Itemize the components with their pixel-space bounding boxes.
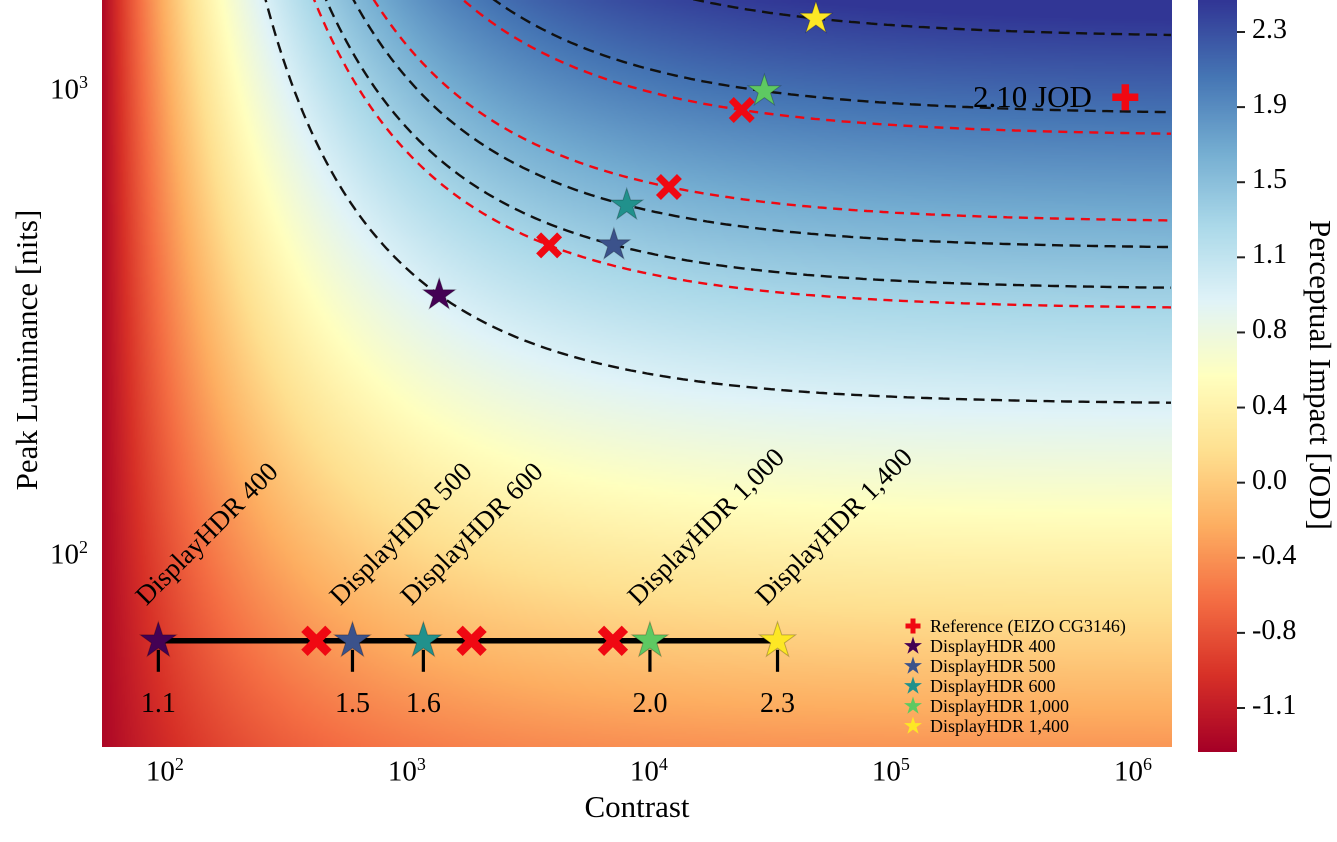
jod-line-value: 2.3: [760, 688, 796, 719]
colorbar-tick-label: 0.0: [1252, 464, 1287, 496]
colorbar-tick-label: -0.4: [1252, 539, 1297, 571]
colorbar-label: Perceptual Impact [JOD]: [1303, 220, 1337, 530]
reference-match-x-marker-line: [301, 625, 332, 656]
x-tick-label: 104: [629, 754, 668, 788]
display-star-marker-line: [332, 620, 373, 658]
x-tick-label: 106: [1113, 754, 1152, 788]
reference-plus-marker: [1112, 84, 1139, 111]
jod-line-value: 2.0: [632, 688, 668, 719]
legend-item: DisplayHDR 1,000: [898, 696, 1126, 716]
legend: Reference (EIZO CG3146) DisplayHDR 400 Dis…: [898, 616, 1126, 736]
colorbar-tick-label: -1.1: [1252, 689, 1297, 721]
display-star-marker-line: [757, 620, 798, 658]
display-star-marker-line: [403, 620, 443, 658]
display-star-marker-line: [138, 620, 178, 658]
x-tick-label: 103: [387, 754, 426, 788]
legend-item-label: DisplayHDR 600: [930, 676, 1056, 696]
display-star-marker: [798, 0, 834, 34]
iso-jod-contour-displayhdr-500: [324, 0, 1171, 289]
legend-item: Reference (EIZO CG3146): [898, 616, 1126, 636]
display-star-marker: [609, 186, 645, 221]
legend-marker-shape: [904, 696, 922, 714]
legend-item: DisplayHDR 600: [898, 676, 1126, 696]
colorbar-tick-label: 1.9: [1252, 89, 1287, 121]
reference-match-x-marker-line: [456, 625, 487, 656]
jod-line-value: 1.1: [140, 688, 176, 719]
reference-jod-annotation: 2.10 JOD: [973, 79, 1092, 114]
iso-jod-contour-reference-match-3: [461, 0, 1171, 135]
legend-marker-shape: [904, 676, 922, 694]
legend-marker-shape: [904, 656, 922, 674]
legend-item: DisplayHDR 500: [898, 656, 1126, 676]
iso-jod-contour-reference-match-1: [312, 0, 1172, 309]
reference-match-x-marker: [536, 232, 563, 259]
jod-line-value: 1.6: [405, 688, 441, 719]
colorbar-tick-label: 0.4: [1252, 389, 1287, 421]
colorbar-tick-label: 1.1: [1252, 239, 1287, 271]
y-tick-label: 103: [50, 72, 88, 106]
colorbar-tick-label: 1.5: [1252, 164, 1287, 196]
iso-jod-contour-displayhdr-1-400: [691, 0, 1172, 37]
legend-item-label: DisplayHDR 1,400: [930, 716, 1069, 736]
legend-star-icon: [904, 696, 922, 714]
legend-item-label: DisplayHDR 500: [930, 656, 1056, 676]
colorbar-tick-label: 0.8: [1252, 314, 1287, 346]
display-star-marker: [746, 72, 783, 107]
display-star-marker-line: [630, 620, 670, 658]
legend-plus-icon: [905, 618, 921, 634]
legend-star-icon: [904, 636, 922, 654]
x-tick-label: 105: [871, 754, 910, 788]
jod-heatmap: [102, 0, 1172, 747]
legend-marker-shape: [905, 618, 921, 634]
iso-jod-contour-reference-match-2: [372, 0, 1171, 222]
x-tick-label: 102: [145, 754, 184, 788]
display-star-marker: [596, 226, 632, 261]
colorbar-tick-label: -0.8: [1252, 614, 1297, 646]
legend-star-icon: [904, 656, 922, 674]
jod-line-value: 1.5: [334, 688, 370, 719]
reference-match-x-marker: [655, 173, 682, 200]
colorbar-tick-label: 2.3: [1252, 14, 1287, 45]
iso-jod-contour-displayhdr-600: [352, 0, 1171, 249]
legend-star-icon: [904, 676, 922, 694]
legend-marker-shape: [904, 716, 922, 734]
legend-item-label: DisplayHDR 400: [930, 636, 1056, 656]
y-axis-label: Peak Luminance [nits]: [9, 209, 44, 491]
legend-marker-shape: [904, 636, 922, 654]
reference-match-x-marker: [728, 97, 755, 123]
reference-match-x-marker-line: [597, 625, 629, 656]
display-star-marker: [421, 276, 457, 310]
legend-item-label: Reference (EIZO CG3146): [930, 616, 1126, 636]
legend-star-icon: [904, 716, 922, 734]
legend-item: DisplayHDR 1,400: [898, 716, 1126, 736]
legend-item-label: DisplayHDR 1,000: [930, 696, 1069, 716]
colorbar-gradient: [1198, 0, 1237, 752]
contour-group: [264, 0, 1172, 404]
iso-jod-contour-displayhdr-400: [264, 0, 1171, 404]
y-tick-label: 102: [50, 536, 88, 571]
legend-item: DisplayHDR 400: [898, 636, 1126, 656]
x-axis-label: Contrast: [584, 789, 690, 824]
